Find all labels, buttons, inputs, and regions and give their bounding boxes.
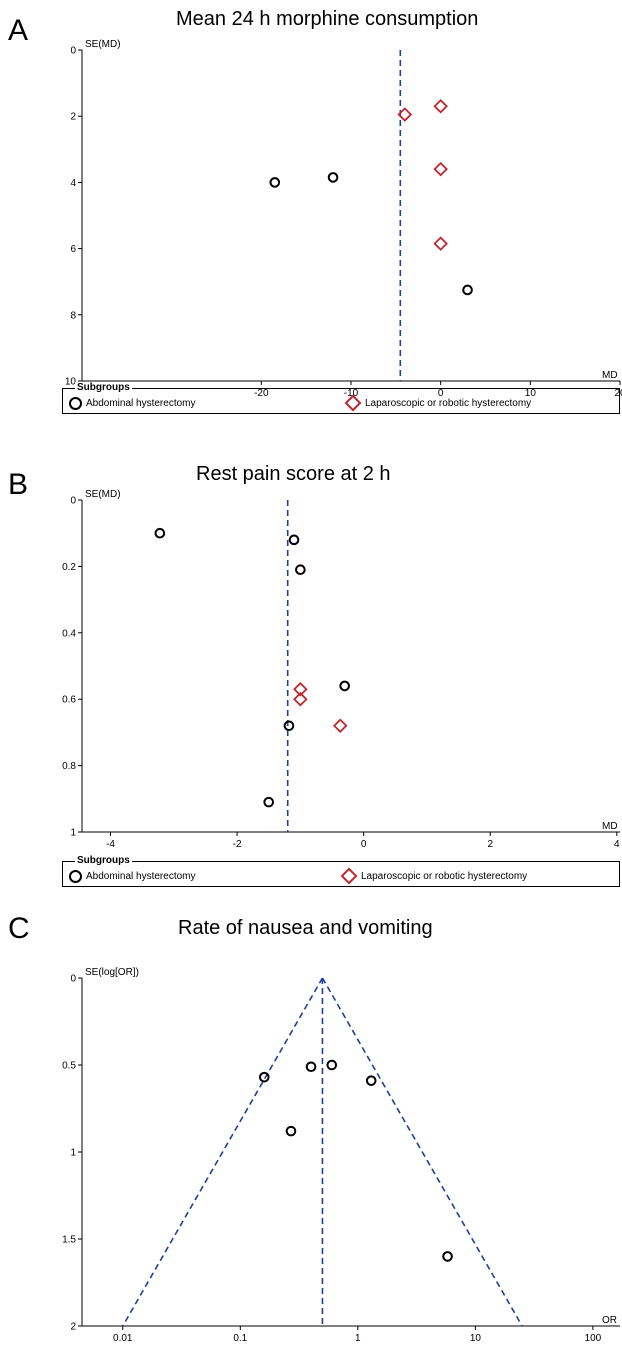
x-tick-label: 4	[614, 839, 620, 850]
legend-title-a: Subgroups	[75, 382, 132, 393]
funnel-right-line	[321, 977, 523, 1327]
y-tick-label: 0.6	[62, 695, 76, 706]
chart-title-b: Rest pain score at 2 h	[196, 463, 391, 485]
x-tick-label: 1	[355, 1333, 361, 1344]
y-tick-label: 1	[70, 1148, 76, 1159]
data-point-circle	[269, 177, 281, 188]
data-point-circle	[283, 720, 295, 732]
data-point-diamond	[293, 681, 308, 697]
y-tick-label: 0.4	[62, 628, 76, 639]
data-point-circle	[295, 564, 306, 576]
legend-item-abdominal-a: Abdominal hysterectomy	[69, 397, 196, 410]
data-point-diamond	[433, 236, 448, 251]
data-point-diamond	[293, 691, 308, 707]
x-tick-label: 100	[585, 1333, 602, 1344]
y-tick-label: 4	[70, 178, 76, 189]
y-axis-title: SE(log[OR])	[85, 967, 139, 978]
data-point-diamond	[332, 718, 348, 734]
y-tick-label: 0.5	[62, 1061, 76, 1072]
legend-label-laparoscopic-a: Laparoscopic or robotic hysterectomy	[365, 397, 532, 409]
funnel-plot-a: 0 2 4 6 8 10 -20 -10 0 10 20 SE(MD) MD	[65, 39, 622, 399]
panel-letter-c: C	[8, 912, 30, 945]
data-point-diamond	[433, 98, 448, 114]
data-point-diamond	[397, 107, 413, 122]
y-tick-label: 2	[70, 112, 76, 123]
data-point-circle	[285, 1125, 297, 1137]
data-point-circle	[154, 527, 166, 539]
y-axis-title: SE(MD)	[85, 489, 121, 500]
x-tick-label: 10	[470, 1333, 482, 1344]
y-tick-label: 1.5	[62, 1235, 76, 1246]
x-tick-label: 10	[525, 388, 537, 399]
legend-item-laparoscopic-a: Laparoscopic or robotic hysterectomy	[344, 394, 532, 412]
legend-label-abdominal-b: Abdominal hysterectomy	[86, 871, 196, 882]
funnel-plot-c: 0 0.5 1 1.5 2 0.01 0.1 1 10 100 SE(log[OR]) OR	[62, 967, 620, 1344]
x-tick-label: -20	[254, 388, 269, 399]
y-tick-label: 2	[70, 1322, 76, 1333]
diamond-marker-icon	[340, 867, 358, 885]
x-axis-title: OR	[602, 1315, 617, 1326]
data-point-circle	[258, 1071, 270, 1083]
panel-b: B Rest pain score at 2 h 0 0.2 0.4 0.6 0.8 1 -…	[0, 440, 622, 900]
panel-letter-a: A	[8, 14, 29, 47]
panel-letter-b: B	[8, 468, 29, 501]
legend-label-abdominal-a: Abdominal hysterectomy	[86, 398, 196, 409]
y-tick-label: 1	[70, 828, 76, 839]
x-axis-title: MD	[602, 821, 618, 832]
legend-a: Subgroups Abdominal hysterectomy Laparos…	[62, 382, 620, 414]
data-point-diamond	[433, 161, 448, 177]
x-tick-label: 0.1	[233, 1333, 247, 1344]
x-tick-label: 20	[614, 388, 622, 399]
diamond-marker-icon	[344, 394, 362, 412]
y-tick-label: 6	[70, 244, 76, 255]
data-point-circle	[442, 1251, 453, 1262]
x-tick-label: 0.01	[113, 1333, 133, 1344]
y-tick-label: 8	[70, 310, 76, 321]
funnel-plot-b: 0 0.2 0.4 0.6 0.8 1 -4 -2 0 2 4 SE(MD) MD	[62, 489, 620, 850]
circle-marker-icon	[69, 397, 82, 410]
legend-b: Subgroups Abdominal hysterectomy Laparos…	[62, 855, 620, 887]
x-tick-label: -2	[233, 839, 242, 850]
x-tick-label: -10	[344, 388, 359, 399]
y-tick-label: 0	[70, 46, 76, 57]
legend-item-laparoscopic-b: Laparoscopic or robotic hysterectomy	[340, 867, 528, 885]
y-tick-label: 0	[70, 496, 76, 507]
y-tick-label: 0.8	[62, 761, 76, 772]
x-tick-label: 2	[487, 839, 493, 850]
x-tick-label: 0	[361, 839, 367, 850]
y-axis-title: SE(MD)	[85, 39, 121, 50]
x-axis-title: MD	[602, 370, 618, 381]
panel-c: C Rate of nausea and vomiting 0 0.5 1 1.5 2 0…	[0, 900, 622, 1353]
y-tick-label: 0	[70, 974, 76, 985]
data-point-circle	[305, 1061, 317, 1073]
legend-title-b: Subgroups	[75, 855, 132, 866]
funnel-left-line	[122, 977, 324, 1327]
y-tick-label: 10	[65, 377, 77, 388]
panel-a: A Mean 24 h morphine consumption 0 2 4 6 8 10…	[0, 0, 622, 440]
circle-marker-icon	[69, 870, 82, 883]
data-point-circle	[263, 796, 275, 808]
data-point-circle	[326, 1059, 338, 1071]
chart-title-c: Rate of nausea and vomiting	[178, 917, 433, 939]
data-point-circle	[462, 284, 473, 296]
x-tick-label: -4	[106, 839, 115, 850]
x-tick-label: 0	[438, 388, 444, 399]
legend-item-abdominal-b: Abdominal hysterectomy	[69, 870, 196, 883]
data-point-circle	[365, 1075, 377, 1086]
data-point-circle	[339, 680, 350, 692]
legend-label-laparoscopic-b: Laparoscopic or robotic hysterectomy	[361, 870, 528, 882]
data-point-circle	[327, 172, 339, 183]
y-tick-label: 0.2	[62, 562, 76, 573]
data-point-circle	[288, 534, 300, 546]
chart-title-a: Mean 24 h morphine consumption	[176, 8, 479, 30]
